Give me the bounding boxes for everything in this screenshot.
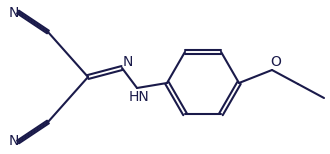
- Text: N: N: [123, 55, 133, 69]
- Text: N: N: [9, 6, 19, 20]
- Text: O: O: [271, 55, 281, 69]
- Text: HN: HN: [129, 90, 149, 104]
- Text: N: N: [9, 134, 19, 148]
